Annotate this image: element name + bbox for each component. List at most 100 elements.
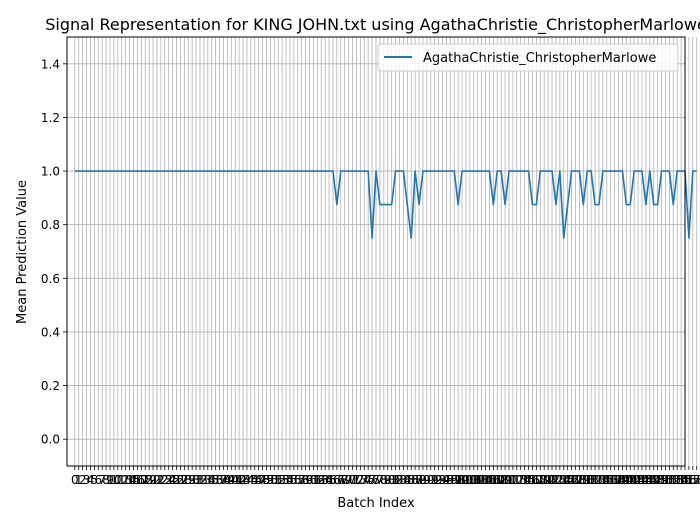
x-tick-label: 23 bbox=[157, 473, 172, 487]
y-tick-label: 0.4 bbox=[41, 325, 60, 339]
x-tick-label: 66 bbox=[325, 473, 340, 487]
x-tick-label: 142 bbox=[619, 473, 642, 487]
x-tick-label: 113 bbox=[505, 473, 528, 487]
legend: AgathaChristie_ChristopherMarlowe bbox=[377, 43, 679, 72]
x-tick-label: 135 bbox=[591, 473, 614, 487]
x-tick-label: 121 bbox=[537, 473, 560, 487]
x-tick-label: 125 bbox=[552, 473, 575, 487]
x-tick-label: 101 bbox=[458, 473, 481, 487]
x-tick-label: 120 bbox=[533, 473, 556, 487]
x-tick-label: 72 bbox=[349, 473, 364, 487]
x-tick-label: 16 bbox=[130, 473, 145, 487]
x-tick-label: 100 bbox=[455, 473, 478, 487]
x-tick-label: 73 bbox=[353, 473, 368, 487]
y-tick-label: 0.0 bbox=[41, 433, 60, 447]
x-tick-label: 156 bbox=[674, 473, 697, 487]
x-tick-label: 89 bbox=[415, 473, 430, 487]
x-tick-label: 128 bbox=[564, 473, 587, 487]
x-tick-label: 139 bbox=[607, 473, 630, 487]
x-tick-label: 74 bbox=[357, 473, 372, 487]
x-tick-label: 12 bbox=[114, 473, 129, 487]
x-tick-label: 32 bbox=[192, 473, 207, 487]
x-tick-label: 64 bbox=[318, 473, 333, 487]
x-tick-label: 110 bbox=[494, 473, 517, 487]
x-tick-label: 70 bbox=[341, 473, 356, 487]
x-tick-label: 112 bbox=[501, 473, 524, 487]
x-tick-label: 11 bbox=[110, 473, 125, 487]
x-tick-label: 92 bbox=[427, 473, 442, 487]
series-line bbox=[74, 170, 697, 239]
x-tick-label: 116 bbox=[517, 473, 540, 487]
x-tick-label: 17 bbox=[134, 473, 149, 487]
x-tick-label: 118 bbox=[525, 473, 548, 487]
series-layer bbox=[74, 170, 697, 239]
x-tick-label: 109 bbox=[490, 473, 513, 487]
x-tick-label: 78 bbox=[372, 473, 387, 487]
x-tick-label: 84 bbox=[396, 473, 411, 487]
x-axis: 0123456789101112131415161718192021222324… bbox=[71, 466, 700, 487]
x-tick-label: 152 bbox=[658, 473, 681, 487]
x-tick-label: 14 bbox=[122, 473, 137, 487]
chart-title: Signal Representation for KING JOHN.txt … bbox=[45, 15, 700, 35]
x-tick-label: 82 bbox=[388, 473, 403, 487]
x-tick-label: 29 bbox=[181, 473, 196, 487]
x-tick-label: 93 bbox=[431, 473, 446, 487]
x-tick-label: 153 bbox=[662, 473, 685, 487]
x-tick-label: 148 bbox=[642, 473, 665, 487]
y-tick-label: 0.2 bbox=[41, 379, 60, 393]
x-tick-label: 126 bbox=[556, 473, 579, 487]
x-tick-label: 41 bbox=[228, 473, 243, 487]
x-tick-label: 3 bbox=[83, 473, 91, 487]
x-tick-label: 87 bbox=[407, 473, 422, 487]
x-tick-label: 15 bbox=[126, 473, 141, 487]
x-tick-label: 122 bbox=[541, 473, 564, 487]
x-tick-label: 94 bbox=[435, 473, 450, 487]
x-tick-label: 38 bbox=[216, 473, 231, 487]
y-axis: 0.0 0.2 0.4 0.6 0.8 1.0 1.2 1.4 bbox=[41, 57, 67, 447]
x-tick-label: 13 bbox=[118, 473, 133, 487]
x-tick-label: 88 bbox=[411, 473, 426, 487]
x-tick-label: 19 bbox=[141, 473, 156, 487]
x-tick-label: 146 bbox=[634, 473, 657, 487]
x-tick-label: 59 bbox=[298, 473, 313, 487]
x-tick-label: 141 bbox=[615, 473, 638, 487]
x-tick-label: 124 bbox=[548, 473, 571, 487]
y-axis-label: Mean Prediction Value bbox=[15, 180, 30, 324]
x-tick-label: 69 bbox=[337, 473, 352, 487]
x-tick-label: 46 bbox=[247, 473, 262, 487]
x-tick-label: 79 bbox=[376, 473, 391, 487]
x-tick-label: 143 bbox=[623, 473, 646, 487]
x-tick-label: 91 bbox=[423, 473, 438, 487]
x-tick-label: 102 bbox=[462, 473, 485, 487]
x-tick-label: 117 bbox=[521, 473, 544, 487]
x-tick-label: 149 bbox=[646, 473, 669, 487]
x-tick-label: 105 bbox=[474, 473, 497, 487]
x-tick-label: 86 bbox=[404, 473, 419, 487]
x-tick-label: 47 bbox=[251, 473, 266, 487]
x-tick-label: 131 bbox=[576, 473, 599, 487]
x-tick-label: 106 bbox=[478, 473, 501, 487]
x-tick-label: 144 bbox=[627, 473, 650, 487]
x-tick-label: 114 bbox=[509, 473, 532, 487]
x-tick-label: 7 bbox=[98, 473, 106, 487]
x-tick-label: 0 bbox=[71, 473, 79, 487]
x-tick-label: 36 bbox=[208, 473, 223, 487]
x-tick-label: 68 bbox=[333, 473, 348, 487]
x-tick-label: 28 bbox=[177, 473, 192, 487]
x-tick-label: 35 bbox=[204, 473, 219, 487]
x-tick-label: 147 bbox=[638, 473, 661, 487]
x-tick-label: 103 bbox=[466, 473, 489, 487]
x-tick-label: 31 bbox=[188, 473, 203, 487]
x-tick-label: 115 bbox=[513, 473, 536, 487]
x-tick-label: 134 bbox=[587, 473, 610, 487]
x-tick-label: 27 bbox=[173, 473, 188, 487]
x-tick-label: 85 bbox=[400, 473, 415, 487]
x-tick-label: 50 bbox=[263, 473, 278, 487]
x-tick-label: 108 bbox=[486, 473, 509, 487]
x-tick-label: 22 bbox=[153, 473, 168, 487]
x-tick-label: 30 bbox=[185, 473, 200, 487]
x-tick-label: 53 bbox=[274, 473, 289, 487]
x-tick-label: 34 bbox=[200, 473, 215, 487]
legend-box bbox=[377, 43, 679, 72]
y-tick-label: 0.8 bbox=[41, 218, 60, 232]
